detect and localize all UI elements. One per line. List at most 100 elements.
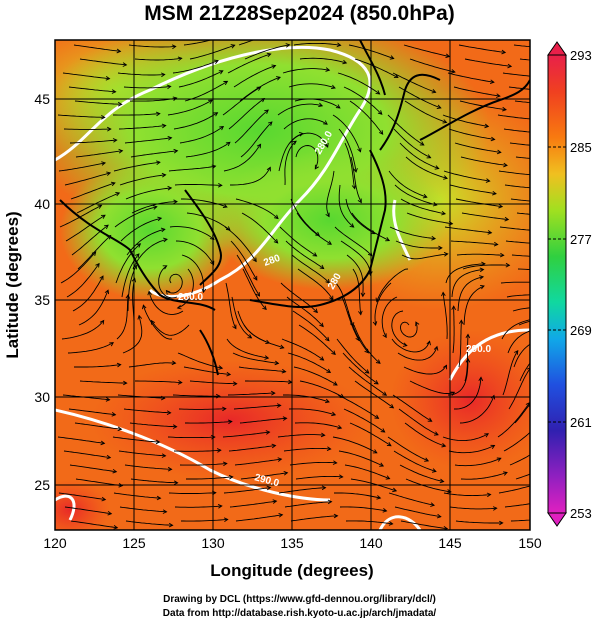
streamline-arrowhead: [104, 224, 109, 230]
streamline-arrowhead: [479, 267, 485, 273]
colorbar: 293 285 277 269 261 253: [547, 41, 592, 527]
streamline: [392, 72, 436, 93]
lat-tick-label: 40: [34, 196, 50, 212]
streamline: [132, 238, 168, 270]
streamline: [58, 162, 106, 172]
streamline-arrowhead: [141, 304, 147, 310]
streamline: [399, 142, 439, 170]
streamline-arrowhead: [276, 403, 282, 408]
streamline: [181, 518, 228, 522]
streamline: [354, 380, 394, 409]
streamline-arrowhead: [501, 49, 507, 55]
contour-label: 280.0: [178, 292, 203, 303]
streamline-arrowhead: [402, 342, 408, 347]
streamline: [232, 352, 279, 364]
streamline-arrowhead: [360, 292, 366, 298]
streamline-arrowhead: [480, 284, 485, 290]
streamline-arrowhead: [111, 89, 117, 94]
streamline: [334, 492, 381, 499]
streamline: [458, 320, 462, 368]
streamline: [462, 264, 510, 270]
streamline-arrowhead: [541, 118, 545, 122]
streamline: [179, 126, 224, 144]
streamline-arrowhead: [115, 191, 121, 197]
streamline-arrowhead: [260, 97, 266, 103]
streamline: [345, 520, 393, 525]
streamline-arrowhead: [465, 333, 471, 339]
streamline: [443, 492, 491, 497]
streamline: [443, 170, 490, 182]
streamline: [348, 366, 387, 396]
streamline: [63, 450, 111, 459]
streamline-arrowhead: [431, 468, 437, 473]
streamline-arrowhead: [166, 410, 172, 416]
streamline: [326, 170, 335, 217]
streamline: [64, 172, 111, 186]
streamline: [114, 206, 157, 228]
streamline-arrowhead: [161, 172, 167, 178]
streamline: [447, 72, 494, 83]
streamline: [461, 212, 509, 221]
streamline-arrowhead: [274, 360, 280, 366]
streamline: [512, 307, 530, 312]
streamline-arrowhead: [367, 251, 373, 257]
streamline-arrowhead: [492, 506, 498, 511]
streamline-arrowhead: [173, 148, 179, 154]
streamline-arrowhead: [319, 264, 325, 270]
streamline: [67, 342, 114, 354]
streamline: [295, 145, 319, 169]
streamline-arrowhead: [165, 289, 171, 295]
streamline-arrowhead: [167, 135, 173, 141]
streamline: [222, 86, 261, 116]
streamline: [186, 476, 233, 480]
streamline-arrowhead: [155, 439, 161, 445]
streamline: [449, 184, 497, 195]
streamline-arrowhead: [375, 90, 381, 95]
streamline: [189, 44, 235, 60]
streamline-arrowhead: [101, 496, 107, 502]
streamline-arrowhead: [332, 381, 338, 386]
streamline: [119, 506, 167, 513]
streamline-arrowhead: [223, 517, 229, 522]
streamline-arrowhead: [177, 380, 183, 385]
colorbar-tick-label: 253: [570, 506, 592, 521]
streamline: [166, 273, 183, 294]
streamline: [125, 520, 173, 526]
streamline-arrowhead: [99, 275, 104, 281]
streamline-arrowhead: [377, 110, 383, 115]
streamline: [128, 44, 176, 48]
streamline-arrowhead: [415, 321, 420, 327]
streamline-arrowhead: [122, 62, 128, 67]
streamline-arrowhead: [507, 63, 513, 69]
streamline: [130, 150, 178, 158]
lon-tick-label: 120: [43, 535, 67, 551]
streamline-arrowhead: [215, 393, 221, 399]
streamline: [75, 478, 123, 487]
streamline-arrowhead: [329, 295, 334, 301]
streamline: [227, 392, 275, 396]
streamline: [508, 86, 530, 90]
streamline: [464, 334, 469, 382]
streamline: [346, 254, 364, 297]
streamline-arrowhead: [450, 69, 456, 74]
streamline: [284, 501, 332, 508]
streamline-arrowhead: [168, 522, 174, 528]
streamline: [344, 142, 356, 189]
streamline: [66, 263, 100, 298]
streamline: [281, 338, 324, 361]
streamline: [340, 240, 371, 276]
streamline: [79, 58, 127, 66]
streamline-arrowhead: [147, 290, 152, 296]
streamline-arrowhead: [218, 365, 224, 370]
streamline-arrowhead: [358, 310, 363, 316]
streamline-arrowhead: [155, 111, 161, 117]
streamline: [463, 285, 485, 326]
streamline: [186, 212, 231, 231]
streamline-arrowhead: [323, 120, 328, 125]
axis-ticks: [54, 98, 531, 530]
streamline: [233, 65, 276, 88]
colorbar-tick-label: 293: [570, 48, 592, 63]
streamline-arrowhead: [436, 513, 442, 519]
streamline-arrowhead: [538, 316, 542, 320]
streamline-arrowhead: [441, 291, 446, 297]
